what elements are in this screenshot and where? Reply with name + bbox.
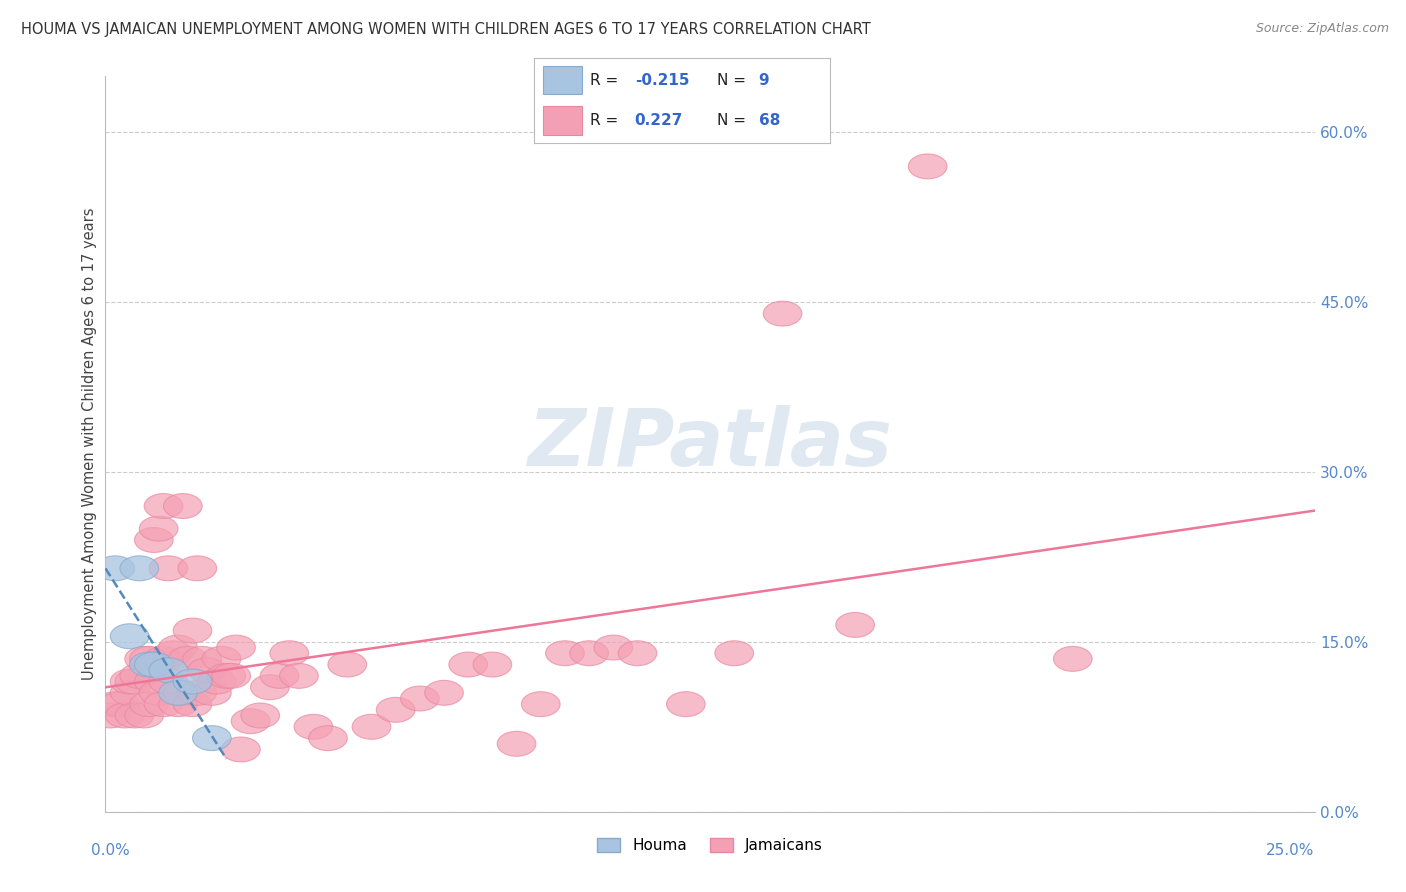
- Text: 0.227: 0.227: [634, 113, 683, 128]
- Text: N =: N =: [717, 72, 751, 87]
- Text: 9: 9: [759, 72, 769, 87]
- Text: Source: ZipAtlas.com: Source: ZipAtlas.com: [1256, 22, 1389, 36]
- Bar: [543, 66, 582, 95]
- Text: -0.215: -0.215: [634, 72, 689, 87]
- Legend: Houma, Jamaicans: Houma, Jamaicans: [591, 832, 830, 859]
- Text: HOUMA VS JAMAICAN UNEMPLOYMENT AMONG WOMEN WITH CHILDREN AGES 6 TO 17 YEARS CORR: HOUMA VS JAMAICAN UNEMPLOYMENT AMONG WOM…: [21, 22, 870, 37]
- Text: 68: 68: [759, 113, 780, 128]
- Text: 25.0%: 25.0%: [1267, 843, 1315, 858]
- Text: ZIPatlas: ZIPatlas: [527, 405, 893, 483]
- Text: N =: N =: [717, 113, 751, 128]
- Y-axis label: Unemployment Among Women with Children Ages 6 to 17 years: Unemployment Among Women with Children A…: [82, 208, 97, 680]
- Text: R =: R =: [591, 113, 623, 128]
- Text: R =: R =: [591, 72, 623, 87]
- Bar: [543, 106, 582, 135]
- Text: 0.0%: 0.0%: [91, 843, 131, 858]
